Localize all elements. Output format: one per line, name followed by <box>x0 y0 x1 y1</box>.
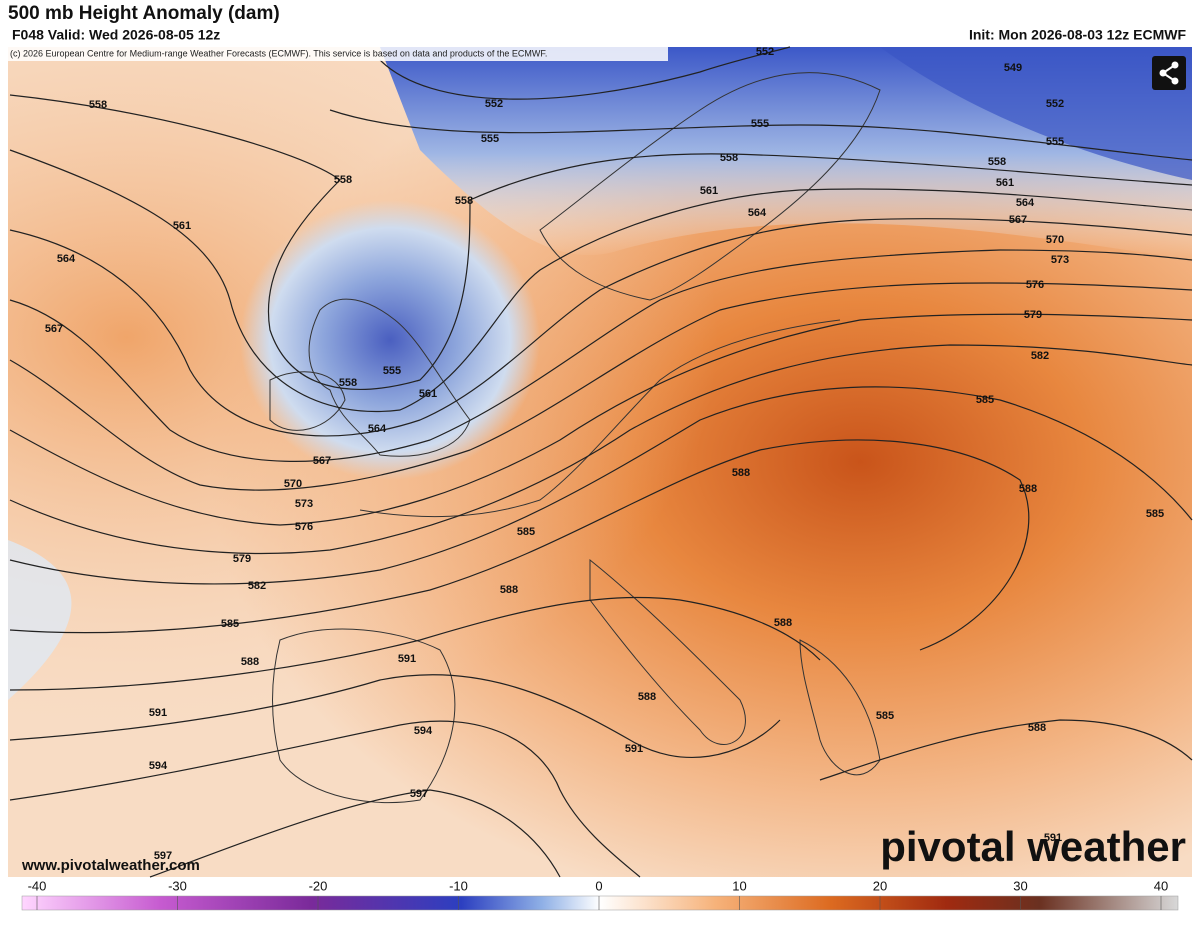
contour-label: 555 <box>751 118 769 130</box>
contour-label: 567 <box>45 323 63 335</box>
contour-label: 561 <box>996 177 1014 189</box>
contour-label: 558 <box>339 377 357 389</box>
coastlines <box>269 72 881 804</box>
contour-label: 570 <box>1046 234 1064 246</box>
contour-label: 591 <box>398 653 416 665</box>
colorbar-tick-label: 30 <box>1013 878 1027 893</box>
contour-label: 585 <box>976 394 994 406</box>
contour-label: 588 <box>774 617 792 629</box>
contour-label: 558 <box>720 152 738 164</box>
colorbar-tick-label: 0 <box>595 878 602 893</box>
contour-label: 573 <box>295 498 313 510</box>
contour-labels: 5525495525555585615645675705735765795825… <box>45 46 1164 862</box>
contour-label: 588 <box>1028 722 1046 734</box>
contour-label: 561 <box>700 185 718 197</box>
contour-label: 573 <box>1051 254 1069 266</box>
colorbar-tick-label: 20 <box>873 878 887 893</box>
contour-label: 594 <box>414 725 433 737</box>
colorbar-tick-label: 10 <box>732 878 746 893</box>
contour-label: 591 <box>1044 832 1062 844</box>
contour-label: 564 <box>748 207 767 219</box>
colorbar-tick-label: -10 <box>449 878 468 893</box>
contour-label: 561 <box>173 220 191 232</box>
contour-label: 552 <box>485 98 503 110</box>
contour-label: 558 <box>89 99 107 111</box>
contour-label: 591 <box>149 707 167 719</box>
contour-label: 552 <box>1046 98 1064 110</box>
contour-label: 564 <box>57 253 76 265</box>
title: 500 mb Height Anomaly (dam) <box>8 3 280 24</box>
contour-label: 579 <box>1024 309 1042 321</box>
colorbar-tick-label: -20 <box>309 878 328 893</box>
colorbar-ticks: -40 -30 -20 -10 0 10 20 30 40 <box>28 878 1168 910</box>
contour-label: 597 <box>410 788 428 800</box>
contour-label: 570 <box>284 478 302 490</box>
contour-label: 585 <box>517 526 535 538</box>
contour-label: 588 <box>732 467 750 479</box>
logo: pivotal weather <box>880 823 1186 870</box>
contour-label: 588 <box>241 656 259 668</box>
credit: (c) 2026 European Centre for Medium-rang… <box>10 48 547 58</box>
contour-label: 588 <box>638 691 656 703</box>
contour-label: 597 <box>154 850 172 862</box>
contour-label: 594 <box>149 760 168 772</box>
colorbar-tick-label: -30 <box>168 878 187 893</box>
contour-label: 555 <box>1046 136 1064 148</box>
contour-label: 588 <box>500 584 518 596</box>
contour-label: 591 <box>625 743 643 755</box>
website: www.pivotalweather.com <box>21 857 200 874</box>
colorbar <box>21 895 1179 911</box>
contour-label: 582 <box>248 580 266 592</box>
contour-label: 588 <box>1019 483 1037 495</box>
contour-label: 555 <box>383 365 401 377</box>
colorbar-tick-label: -40 <box>28 878 47 893</box>
contour-label: 576 <box>1026 279 1044 291</box>
contour-label: 558 <box>455 195 473 207</box>
contour-label: 558 <box>334 174 352 186</box>
contour-label: 567 <box>1009 214 1027 226</box>
contour-label: 564 <box>1016 197 1035 209</box>
contour-label: 585 <box>221 618 239 630</box>
init-time: Init: Mon 2026-08-03 12z ECMWF <box>969 27 1186 43</box>
contour-lines <box>9 46 1193 878</box>
contour-label: 555 <box>481 133 499 145</box>
contour-label: 585 <box>876 710 894 722</box>
contour-label: 579 <box>233 553 251 565</box>
map-background <box>8 47 1192 877</box>
contour-label: 567 <box>313 455 331 467</box>
contour-label: 585 <box>1146 508 1164 520</box>
contour-label: 576 <box>295 521 313 533</box>
contour-label: 558 <box>988 156 1006 168</box>
colorbar-tick-label: 40 <box>1154 878 1168 893</box>
contour-label: 549 <box>1004 62 1022 74</box>
share-button[interactable] <box>1152 56 1186 90</box>
contour-label: 582 <box>1031 350 1049 362</box>
contour-label: 552 <box>756 46 774 58</box>
valid-time: F048 Valid: Wed 2026-08-05 12z <box>12 27 220 43</box>
contour-label: 561 <box>419 388 437 400</box>
contour-label: 564 <box>368 423 387 435</box>
